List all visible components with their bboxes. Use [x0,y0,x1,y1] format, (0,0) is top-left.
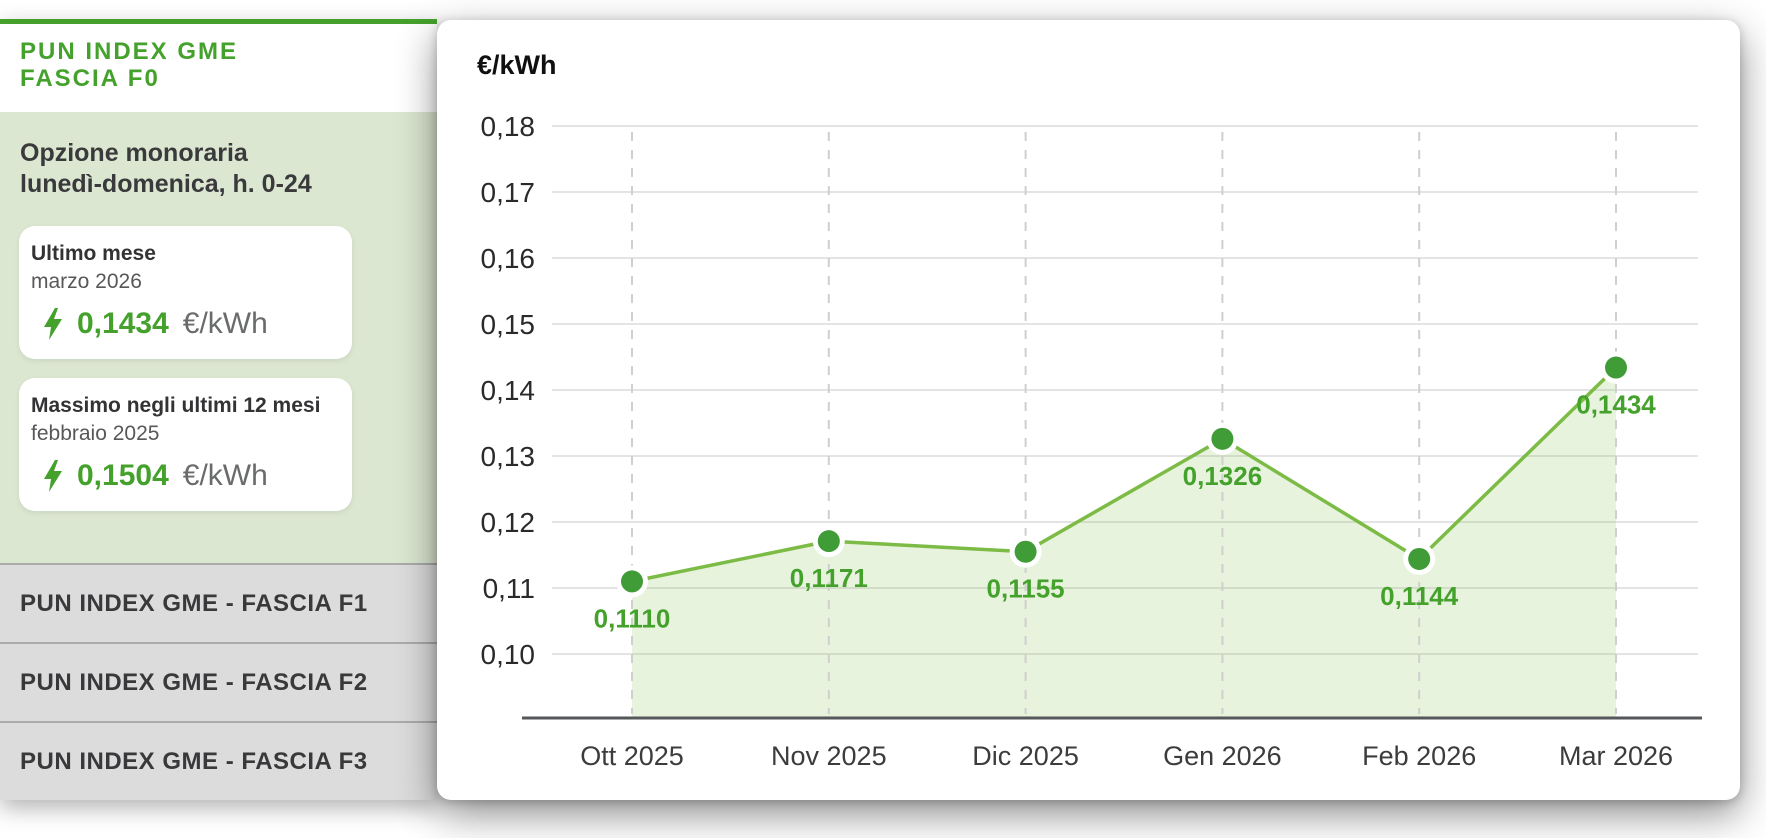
stat-card-max-12-months: Massimo negli ultimi 12 mesi febbraio 20… [19,378,352,511]
tariff-option-subtitle-line2: lunedì-domenica, h. 0-24 [20,170,312,198]
svg-text:0,11: 0,11 [483,573,535,604]
stat-card-period: febbraio 2025 [31,422,160,445]
svg-text:0,1434: 0,1434 [1576,390,1656,420]
price-line-chart: 0,18 0,17 0,16 0,15 0,14 0,13 0,12 0,11 0,10 0,11… [481,111,1702,771]
stat-card-last-month: Ultimo mese marzo 2026 0,1434 €/kWh [19,226,352,359]
svg-text:Nov 2025: Nov 2025 [771,741,887,771]
svg-text:Feb 2026: Feb 2026 [1362,741,1476,771]
stat-card-unit: €/kWh [182,307,268,340]
svg-text:0,1110: 0,1110 [594,603,671,633]
sidebar-title-line2: FASCIA F0 [20,65,160,92]
lightning-bolt-icon [44,460,62,492]
svg-text:Mar 2026: Mar 2026 [1559,741,1673,771]
stat-card-value-row: 0,1434 €/kWh [31,303,340,345]
stat-card-value-row: 0,1504 €/kWh [31,455,340,497]
sidebar-summary-panel: Opzione monoraria lunedì-domenica, h. 0-… [0,112,437,563]
svg-text:0,1171: 0,1171 [790,563,868,593]
sidebar-item-fascia-f1[interactable]: PUN INDEX GME - FASCIA F1 [0,563,437,642]
svg-text:0,1144: 0,1144 [1380,581,1459,611]
svg-text:0,15: 0,15 [481,309,536,340]
stat-card-title: Ultimo mese [31,242,156,265]
stat-card-title: Massimo negli ultimi 12 mesi [31,394,321,417]
svg-text:Dic 2025: Dic 2025 [972,741,1079,771]
stat-card-period: marzo 2026 [31,270,142,293]
svg-text:0,13: 0,13 [481,441,536,472]
lightning-bolt-icon [44,308,62,340]
tariff-option-subtitle-line1: Opzione monoraria [20,139,248,167]
sidebar-title: PUN INDEX GME FASCIA F0 [0,24,437,112]
tariff-option-subtitle: Opzione monoraria lunedì-domenica, h. 0-… [20,138,417,200]
svg-text:0,17: 0,17 [481,177,536,208]
svg-text:0,10: 0,10 [481,639,536,670]
svg-text:0,18: 0,18 [481,111,536,142]
sidebar-item-fascia-f2[interactable]: PUN INDEX GME - FASCIA F2 [0,642,437,721]
fascia-list: PUN INDEX GME - FASCIA F1 PUN INDEX GME … [0,563,437,800]
y-axis-unit-label: €/kWh [477,50,557,80]
svg-text:0,1326: 0,1326 [1183,461,1263,491]
sidebar: PUN INDEX GME FASCIA F0 Opzione monorari… [0,19,437,800]
svg-text:Ott 2025: Ott 2025 [580,741,684,771]
sidebar-accent-bar [0,19,437,24]
stat-card-unit: €/kWh [182,459,268,492]
svg-text:0,14: 0,14 [481,375,536,406]
svg-text:0,16: 0,16 [481,243,536,274]
stat-card-value: 0,1504 [77,459,169,492]
svg-text:0,1155: 0,1155 [987,574,1065,604]
svg-text:Gen 2026: Gen 2026 [1163,741,1282,771]
sidebar-item-fascia-f3[interactable]: PUN INDEX GME - FASCIA F3 [0,721,437,800]
chart-card: 0,18 0,17 0,16 0,15 0,14 0,13 0,12 0,11 0,10 0,11… [437,20,1740,800]
svg-text:0,12: 0,12 [481,507,536,538]
sidebar-title-line1: PUN INDEX GME [20,38,239,65]
stat-card-value: 0,1434 [77,307,169,340]
